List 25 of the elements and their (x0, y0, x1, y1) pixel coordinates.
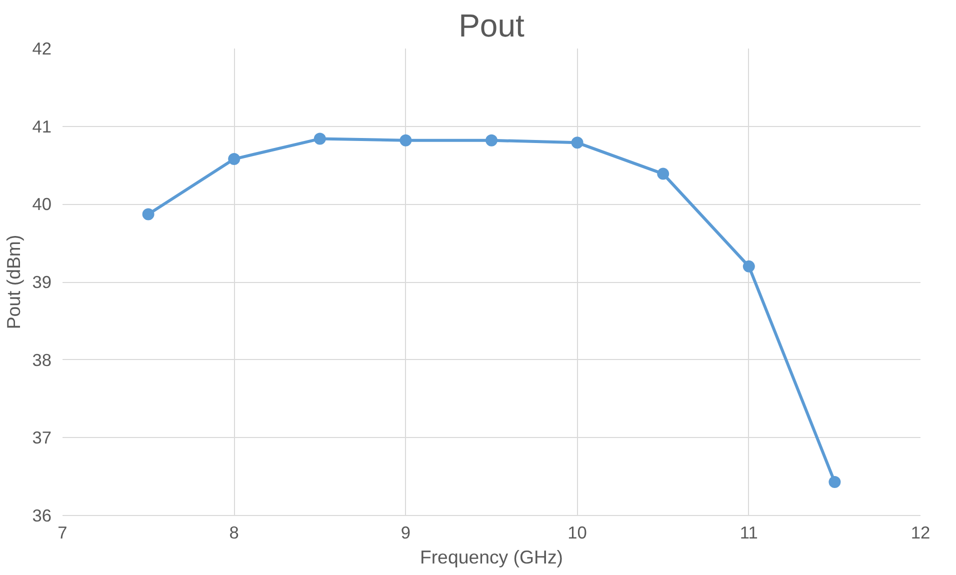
point (400, 134, 412, 146)
point (828, 476, 841, 488)
y-tick-label: 39 (32, 272, 52, 292)
x-tick-label: 12 (910, 522, 930, 542)
y-tick-label: 41 (32, 116, 52, 136)
point (657, 168, 670, 180)
point (486, 134, 498, 146)
point (571, 136, 584, 149)
x-tick-label: 9 (400, 522, 411, 542)
x-tick-label: 11 (740, 522, 758, 542)
y-tick-label: 40 (32, 194, 52, 214)
point (742, 260, 755, 272)
x-tick-label: 10 (568, 522, 587, 542)
y-tick-label: 42 (32, 38, 52, 58)
y-axis-title: Pout (dBm) (3, 234, 24, 330)
y-tick-label: 37 (32, 428, 52, 448)
x-axis-title: Frequency (GHz) (420, 546, 564, 568)
x-tick-label: 8 (229, 522, 239, 542)
point (142, 208, 154, 220)
chart-title: Pout (458, 8, 525, 44)
y-tick-label: 38 (32, 350, 52, 370)
point (314, 132, 326, 145)
point (228, 153, 240, 166)
x-tick-label: 7 (58, 522, 68, 542)
y-tick-label: 36 (32, 506, 52, 526)
